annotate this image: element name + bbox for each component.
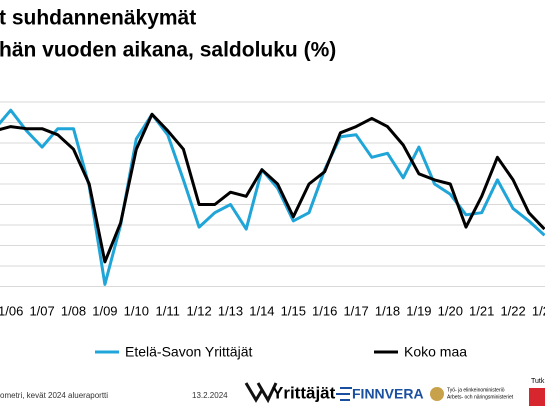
- logo-icon: [430, 387, 444, 401]
- x-tick-label: 1/11: [156, 303, 180, 318]
- x-tick-label: 1/09: [92, 303, 117, 318]
- x-tick-label: 1/22: [500, 303, 525, 318]
- x-tick-label: 1/17: [343, 303, 368, 318]
- x-tick-label: 1/06: [0, 303, 23, 318]
- x-tick-label: 1/16: [312, 303, 337, 318]
- x-tick-label: 1/12: [186, 303, 211, 318]
- series-line: [0, 112, 545, 264]
- x-tick-label: 1/20: [438, 303, 463, 318]
- series-line: [0, 108, 545, 286]
- x-tick-label: 1/07: [29, 303, 54, 318]
- x-tick-label: 1/18: [375, 303, 400, 318]
- logo-ministry: Työ- ja elinkeinoministeriö: [447, 387, 505, 393]
- logo-icon: [244, 382, 278, 404]
- legend-label: Etelä-Savon Yrittäjät: [125, 344, 252, 360]
- x-tick-label: 1/08: [61, 303, 86, 318]
- corner-logo: [529, 388, 545, 406]
- footer-source: ometri, kevät 2024 alueraportti: [0, 391, 108, 400]
- logo-yrittajat: Yrittäjät: [272, 383, 336, 402]
- logo-finnvera: FINNVERA: [352, 386, 424, 402]
- legend-label: Koko maa: [404, 344, 467, 360]
- chart-title: hän vuoden aikana, saldoluku (%): [0, 39, 336, 62]
- logo-ministry: Arbets- och näringsministeriet: [447, 394, 514, 400]
- logo-icon: [336, 387, 352, 401]
- chart-title: t suhdannenäkymät: [0, 7, 196, 30]
- x-tick-label: 1/14: [249, 303, 274, 318]
- x-tick-label: 1/19: [406, 303, 431, 318]
- x-tick-label: 1/21: [469, 303, 494, 318]
- corner-text: Tutk: [531, 378, 545, 385]
- footer-date: 13.2.2024: [192, 391, 228, 400]
- x-tick-label: 1/10: [124, 303, 149, 318]
- x-tick-label: 1/23: [532, 303, 545, 318]
- x-tick-label: 1/15: [281, 303, 306, 318]
- x-tick-label: 1/13: [218, 303, 243, 318]
